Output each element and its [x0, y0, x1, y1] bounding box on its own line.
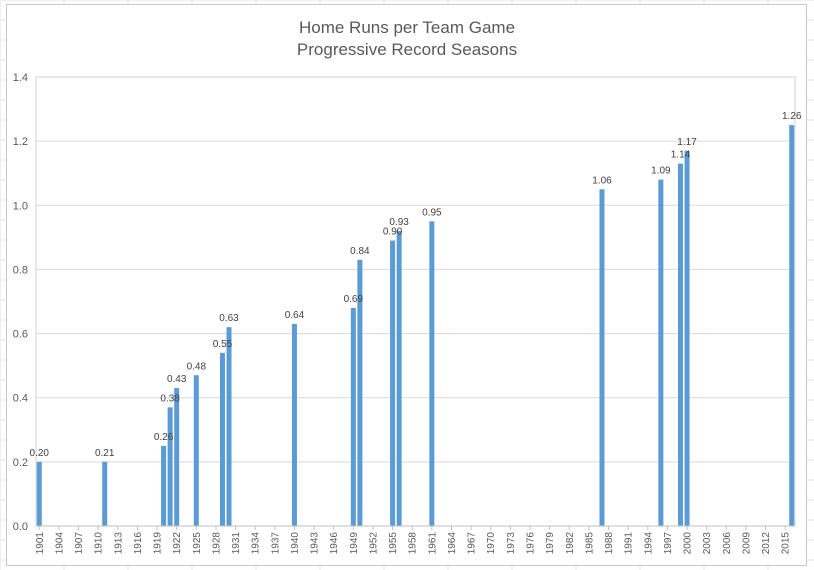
x-tick-label: 1967 — [467, 532, 478, 555]
x-tick-label: 1916 — [133, 532, 144, 555]
data-label-1940: 0.64 — [285, 310, 305, 321]
y-tick-label: 0.0 — [13, 521, 28, 533]
data-label-1949: 0.69 — [344, 294, 364, 305]
x-tick-label: 2012 — [761, 532, 772, 555]
bar-1930 — [226, 327, 232, 526]
data-label-1922: 0.43 — [167, 374, 187, 385]
bar-1955 — [390, 240, 396, 527]
chart-area[interactable] — [6, 4, 807, 566]
x-tick-label: 1937 — [270, 532, 281, 555]
x-tick-label: 1973 — [506, 532, 517, 555]
x-tick-label: 1994 — [643, 532, 654, 555]
x-tick-label: 1991 — [624, 532, 635, 555]
x-tick-label: 2000 — [683, 532, 694, 555]
data-label-1925: 0.48 — [187, 361, 207, 372]
bar-1921 — [167, 407, 173, 526]
data-label-1996: 1.09 — [651, 166, 671, 177]
x-tick-label: 1928 — [211, 532, 222, 555]
x-tick-label: 2015 — [781, 532, 792, 555]
bar-1911 — [102, 461, 108, 526]
y-tick-label: 0.2 — [13, 457, 28, 469]
data-label-1930: 0.63 — [219, 313, 239, 324]
y-tick-label: 1.0 — [13, 200, 28, 212]
data-label-1950: 0.84 — [350, 246, 370, 257]
data-label-1955: 0.90 — [383, 227, 403, 238]
data-label-1987: 1.06 — [592, 175, 612, 186]
y-tick-label: 0.4 — [13, 393, 28, 405]
bar-1956 — [396, 230, 402, 526]
bar-1999 — [677, 163, 683, 527]
x-axis-ticks: 1901 1904 1907 1910 1913 1916 1919 1922 1925 1928… — [35, 526, 792, 554]
data-label-2016: 1.26 — [782, 111, 802, 122]
x-tick-label: 1904 — [54, 532, 65, 555]
bar-2016 — [789, 125, 795, 526]
data-label-1920: 0.26 — [154, 432, 174, 443]
y-tick-label: 1.4 — [13, 72, 28, 84]
x-tick-label: 1997 — [663, 532, 674, 555]
data-label-1911: 0.21 — [95, 448, 115, 459]
x-tick-label: 1922 — [172, 532, 183, 555]
x-tick-label: 1982 — [565, 532, 576, 555]
x-tick-label: 1901 — [35, 532, 46, 555]
y-axis-ticks: 0.0 0.2 0.4 0.6 0.8 1.0 1.2 1.4 — [13, 72, 28, 533]
x-tick-label: 2003 — [702, 532, 713, 555]
bar-1940 — [291, 323, 297, 526]
x-tick-label: 1943 — [310, 532, 321, 555]
bar-series — [36, 125, 795, 527]
x-tick-label: 1946 — [329, 532, 340, 555]
x-tick-label: 2006 — [722, 532, 733, 555]
x-tick-label: 1952 — [368, 532, 379, 555]
data-labels: 0.20 0.21 0.26 0.38 0.430.48 0.55 0.63 0.64 0.69… — [30, 111, 802, 459]
x-tick-label: 1907 — [74, 532, 85, 555]
chart-subtitle: Progressive Record Seasons — [296, 40, 518, 59]
x-tick-label: 1925 — [192, 532, 203, 555]
bar-1929 — [219, 352, 225, 526]
x-tick-label: 1919 — [153, 532, 164, 555]
y-tick-label: 0.8 — [13, 264, 28, 276]
chart-title: Home Runs per Team Game — [298, 18, 516, 37]
bar-1920 — [161, 445, 167, 526]
x-tick-label: 1964 — [447, 532, 458, 555]
x-tick-label: 1958 — [408, 532, 419, 555]
x-tick-label: 1913 — [113, 532, 124, 555]
data-label-1929: 0.55 — [213, 339, 233, 350]
x-tick-label: 1970 — [486, 532, 497, 555]
data-label-2000: 1.17 — [677, 137, 697, 148]
x-tick-label: 1931 — [231, 532, 242, 555]
data-label-1999: 1.14 — [671, 150, 691, 161]
x-tick-label: 1985 — [584, 532, 595, 555]
x-tick-label: 1976 — [526, 532, 537, 555]
bar-1987 — [599, 189, 605, 526]
bar-1961 — [429, 221, 435, 527]
x-tick-label: 1940 — [290, 532, 301, 555]
bar-1925 — [193, 375, 199, 526]
y-tick-label: 0.6 — [13, 329, 28, 341]
data-label-1921: 0.38 — [160, 393, 180, 404]
data-label-1901: 0.20 — [30, 448, 50, 459]
data-label-1956: 0.93 — [389, 217, 409, 228]
x-tick-label: 1988 — [604, 532, 615, 555]
x-tick-label: 2009 — [741, 532, 752, 555]
bar-1901 — [36, 461, 42, 526]
x-tick-label: 1961 — [427, 532, 438, 555]
x-tick-label: 1955 — [388, 532, 399, 555]
bar-1996 — [658, 179, 664, 526]
x-tick-label: 1979 — [545, 532, 556, 555]
x-tick-label: 1949 — [349, 532, 360, 555]
y-tick-label: 1.2 — [13, 136, 28, 148]
bar-1950 — [357, 259, 363, 526]
x-tick-label: 1934 — [251, 532, 262, 555]
bar-1922 — [174, 388, 180, 526]
x-tick-label: 1910 — [94, 532, 105, 555]
data-label-1961: 0.95 — [422, 207, 442, 218]
bar-1949 — [350, 307, 356, 526]
bar-2000 — [684, 150, 690, 526]
